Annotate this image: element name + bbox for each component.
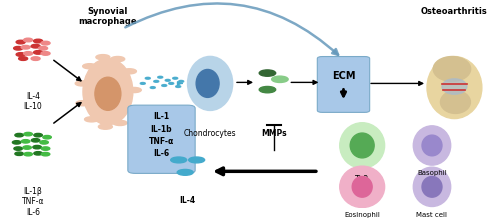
Ellipse shape [110, 57, 124, 62]
Ellipse shape [433, 57, 470, 81]
Ellipse shape [340, 166, 384, 208]
Text: Th2: Th2 [355, 175, 370, 185]
FancyArrowPatch shape [126, 4, 338, 55]
Text: IL-4
IL-10: IL-4 IL-10 [24, 92, 42, 111]
Ellipse shape [422, 135, 442, 156]
Ellipse shape [113, 120, 127, 126]
Ellipse shape [23, 146, 32, 149]
Ellipse shape [170, 157, 186, 163]
Ellipse shape [42, 152, 50, 156]
Ellipse shape [12, 141, 21, 144]
Ellipse shape [259, 86, 276, 93]
Ellipse shape [440, 91, 470, 113]
Text: Osteoarthritis: Osteoarthritis [421, 7, 488, 16]
Ellipse shape [442, 79, 467, 94]
Ellipse shape [76, 101, 90, 106]
Ellipse shape [95, 77, 121, 110]
Ellipse shape [259, 70, 276, 76]
Ellipse shape [16, 40, 25, 44]
Ellipse shape [177, 170, 193, 175]
Ellipse shape [34, 39, 42, 43]
Ellipse shape [18, 57, 28, 60]
Ellipse shape [122, 69, 136, 74]
Ellipse shape [414, 167, 451, 206]
Ellipse shape [40, 141, 48, 144]
Ellipse shape [172, 77, 178, 79]
Text: ECM: ECM [332, 71, 355, 81]
Ellipse shape [16, 53, 25, 56]
Ellipse shape [414, 126, 451, 165]
Ellipse shape [188, 157, 204, 163]
Ellipse shape [15, 133, 24, 137]
Text: Synovial
macrophage: Synovial macrophage [78, 7, 137, 26]
Ellipse shape [31, 57, 40, 60]
Ellipse shape [14, 147, 22, 150]
Text: IL-1
IL-1b
TNF-α
IL-6: IL-1 IL-1b TNF-α IL-6 [149, 112, 174, 158]
Ellipse shape [38, 46, 48, 50]
Ellipse shape [154, 80, 159, 82]
Ellipse shape [24, 132, 32, 136]
Text: MMPs: MMPs [261, 129, 286, 138]
Ellipse shape [196, 69, 219, 97]
Ellipse shape [146, 77, 150, 79]
Ellipse shape [124, 107, 138, 112]
Ellipse shape [96, 55, 110, 60]
Text: Chondrocytes: Chondrocytes [184, 129, 236, 138]
Ellipse shape [32, 139, 40, 142]
FancyBboxPatch shape [318, 57, 370, 112]
Text: Eosinophil: Eosinophil [344, 212, 380, 218]
Ellipse shape [162, 85, 166, 86]
Ellipse shape [140, 82, 145, 84]
Ellipse shape [427, 57, 482, 119]
Ellipse shape [41, 52, 50, 55]
Text: Mast cell: Mast cell [416, 212, 448, 218]
Ellipse shape [21, 46, 30, 49]
Ellipse shape [158, 76, 162, 78]
Ellipse shape [176, 86, 180, 88]
Ellipse shape [24, 152, 32, 156]
Ellipse shape [34, 152, 42, 155]
Text: Basophil: Basophil [417, 170, 447, 176]
Ellipse shape [272, 76, 288, 82]
Ellipse shape [31, 44, 40, 48]
Ellipse shape [42, 147, 50, 150]
Ellipse shape [84, 117, 98, 122]
FancyBboxPatch shape [128, 105, 195, 173]
Ellipse shape [43, 135, 52, 139]
Ellipse shape [34, 133, 42, 137]
Ellipse shape [168, 82, 173, 84]
Ellipse shape [24, 52, 32, 55]
Ellipse shape [22, 140, 30, 143]
Ellipse shape [33, 145, 42, 149]
Ellipse shape [150, 87, 156, 88]
Ellipse shape [75, 81, 89, 86]
Ellipse shape [340, 123, 384, 168]
Ellipse shape [83, 59, 133, 125]
Ellipse shape [82, 64, 96, 69]
Ellipse shape [98, 124, 112, 129]
Ellipse shape [165, 79, 170, 81]
Ellipse shape [128, 88, 141, 93]
Ellipse shape [41, 41, 50, 45]
Ellipse shape [188, 57, 232, 110]
Ellipse shape [14, 46, 22, 50]
Ellipse shape [352, 177, 372, 197]
Text: IL-4: IL-4 [180, 196, 196, 206]
Ellipse shape [350, 133, 374, 158]
Ellipse shape [24, 38, 32, 42]
Ellipse shape [15, 152, 24, 155]
Ellipse shape [178, 80, 184, 82]
Ellipse shape [34, 51, 42, 54]
Text: IL-1β
TNF-α
IL-6: IL-1β TNF-α IL-6 [22, 187, 44, 217]
Ellipse shape [422, 177, 442, 197]
